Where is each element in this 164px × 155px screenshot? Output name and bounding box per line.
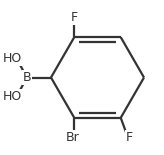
- Text: Br: Br: [66, 131, 80, 144]
- Text: F: F: [126, 131, 133, 144]
- Text: HO: HO: [3, 52, 22, 65]
- Text: B: B: [23, 71, 31, 84]
- Text: F: F: [71, 11, 78, 24]
- Text: HO: HO: [3, 90, 22, 103]
